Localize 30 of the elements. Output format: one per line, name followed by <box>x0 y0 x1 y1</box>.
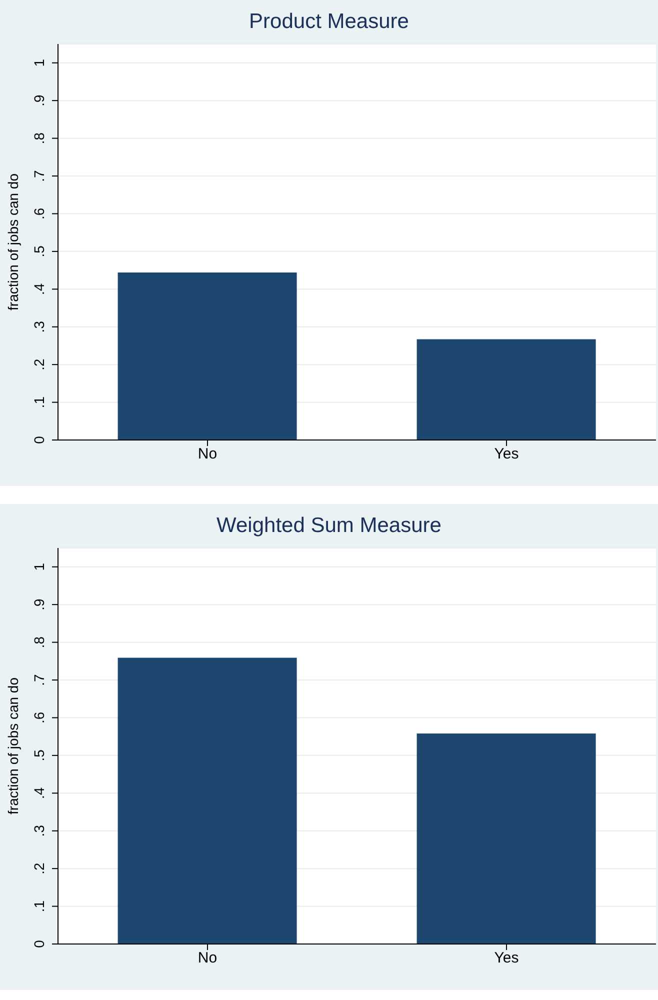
y-axis-title: fraction of jobs can do <box>4 677 21 814</box>
y-tick-label: 1 <box>31 58 47 67</box>
y-tick-label: .3 <box>31 824 47 837</box>
chart-title: Weighted Sum Measure <box>216 514 442 538</box>
x-tick-label: No <box>198 446 218 463</box>
y-tick-label: .5 <box>31 245 47 258</box>
y-tick-label: .2 <box>31 358 47 370</box>
y-tick-label: .9 <box>31 94 47 106</box>
y-tick-label: 1 <box>31 562 47 571</box>
y-tick-label: .3 <box>31 320 47 333</box>
y-tick-label: .8 <box>31 132 47 144</box>
y-tick-label: .7 <box>31 674 47 686</box>
y-tick-label: .2 <box>31 862 47 874</box>
x-tick-label: Yes <box>494 446 519 463</box>
y-tick-label: .4 <box>31 283 47 295</box>
y-tick-label: .1 <box>31 900 47 912</box>
y-tick-label: 0 <box>31 436 47 444</box>
y-tick-label: .8 <box>31 636 47 648</box>
y-tick-label: .6 <box>31 208 47 220</box>
y-tick-label: .6 <box>31 712 47 724</box>
y-tick-label: .1 <box>31 396 47 408</box>
y-tick-label: .9 <box>31 598 47 610</box>
y-tick-label: 0 <box>31 940 47 948</box>
y-tick-label: .5 <box>31 749 47 762</box>
y-axis-title: fraction of jobs can do <box>4 173 21 310</box>
y-tick-label: .7 <box>31 170 47 182</box>
x-tick-label: No <box>198 950 218 967</box>
chart-title: Product Measure <box>248 10 410 34</box>
y-tick-label: .4 <box>31 787 47 799</box>
x-tick-label: Yes <box>494 950 519 967</box>
